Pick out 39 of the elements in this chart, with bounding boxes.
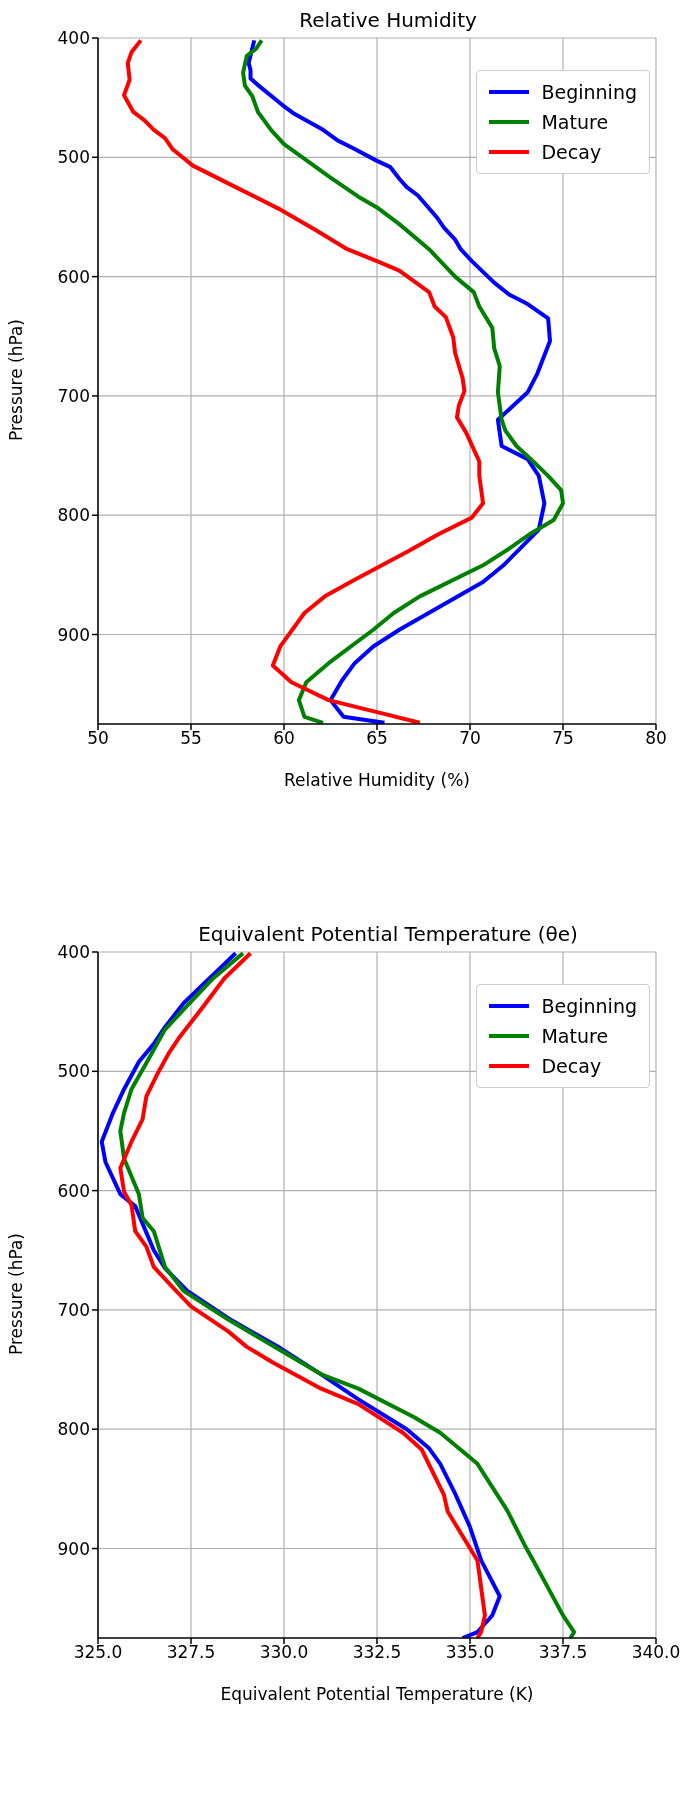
chart-title: Equivalent Potential Temperature (θe) — [198, 922, 578, 946]
y-tick-label: 800 — [57, 505, 90, 526]
y-tick-label: 900 — [57, 624, 90, 645]
x-tick-label: 70 — [459, 728, 481, 749]
y-tick-label: 500 — [57, 1061, 90, 1082]
chart-title: Relative Humidity — [299, 8, 477, 32]
x-tick-label: 60 — [273, 728, 295, 749]
legend-label: Beginning — [541, 80, 637, 105]
y-tick-label: 600 — [57, 266, 90, 287]
x-tick-label: 337.5 — [538, 1642, 588, 1663]
y-tick-label: 500 — [57, 147, 90, 168]
x-tick-label: 50 — [87, 728, 109, 749]
legend-label: Beginning — [541, 994, 637, 1019]
x-tick-label: 325.0 — [73, 1642, 123, 1663]
x-tick-label: 340.0 — [631, 1642, 681, 1663]
y-tick-label: 700 — [57, 385, 90, 406]
y-tick-label: 800 — [57, 1419, 90, 1440]
x-tick-label: 80 — [645, 728, 667, 749]
x-tick-label: 75 — [552, 728, 574, 749]
legend-label: Mature — [541, 1024, 609, 1049]
y-tick-label: 600 — [57, 1180, 90, 1201]
x-tick-label: 330.0 — [259, 1642, 309, 1663]
legend-label: Decay — [541, 1054, 602, 1079]
x-tick-label: 335.0 — [445, 1642, 495, 1663]
x-tick-label: 65 — [366, 728, 388, 749]
x-axis-title: Equivalent Potential Temperature (K) — [220, 1684, 534, 1704]
y-axis-title: Pressure (hPa) — [6, 319, 27, 441]
x-tick-label: 55 — [180, 728, 202, 749]
y-tick-label: 400 — [57, 28, 90, 49]
x-tick-label: 327.5 — [166, 1642, 216, 1663]
line-series — [122, 38, 486, 724]
y-tick-label: 900 — [57, 1538, 90, 1559]
legend-label: Mature — [541, 110, 609, 135]
legend-label: Decay — [541, 140, 602, 165]
y-tick-label: 400 — [57, 942, 90, 963]
x-axis-title: Relative Humidity (%) — [284, 770, 470, 790]
y-axis-title: Pressure (hPa) — [6, 1233, 27, 1355]
y-tick-label: 700 — [57, 1299, 90, 1320]
x-tick-label: 332.5 — [352, 1642, 402, 1663]
